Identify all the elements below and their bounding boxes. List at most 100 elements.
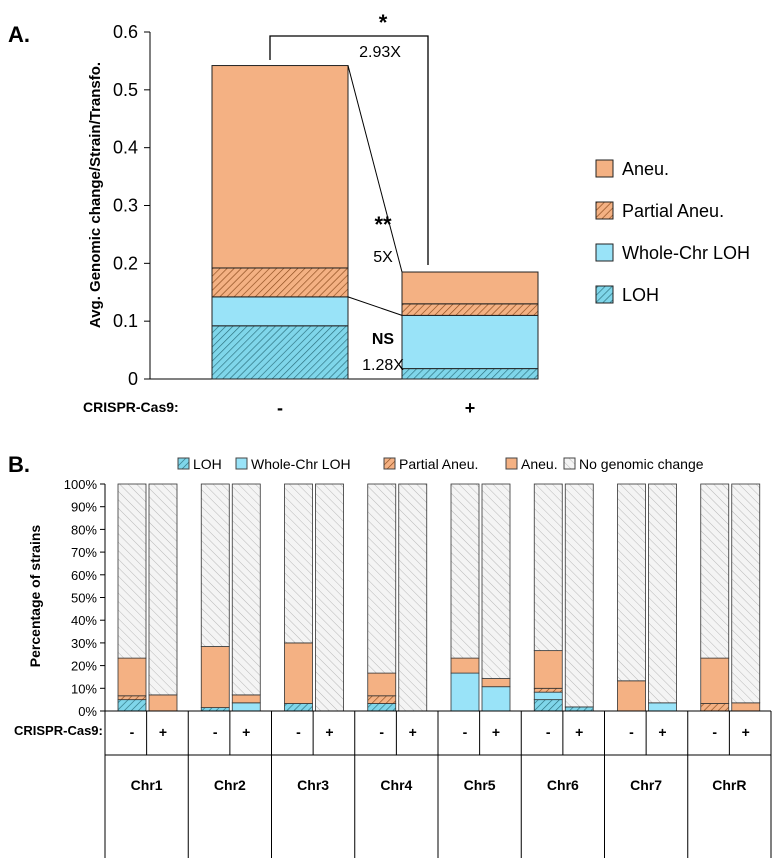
bar-whole-chr-loh-0 bbox=[211, 296, 349, 327]
legend-label-whole-chr-loh: Whole-Chr LOH bbox=[622, 243, 750, 263]
panel-b-label: B. bbox=[8, 452, 30, 477]
panel-b-treatment-label: + bbox=[325, 724, 333, 740]
panel-b-treatment-label: - bbox=[213, 724, 218, 740]
legend-swatch-aneu bbox=[595, 159, 614, 178]
panel-b-y-tick-label: 100% bbox=[64, 477, 98, 492]
bar-whole-chr-loh-chr6-minus bbox=[533, 691, 563, 701]
bar-loh-chr3-minus bbox=[284, 703, 313, 712]
panel-b-group-label-chr3: Chr3 bbox=[297, 777, 329, 793]
bar-no-genomic-change-chrr-minus bbox=[700, 483, 730, 659]
bar-no-genomic-change-chr3-minus bbox=[284, 483, 313, 644]
bar-partial-aneu-chr4-minus bbox=[367, 695, 397, 704]
legend-swatch-loh bbox=[595, 285, 614, 304]
panel-a-y-tick-label: 0.4 bbox=[113, 138, 138, 158]
bar-aneu-chr2-plus bbox=[231, 694, 261, 704]
bar-whole-chr-loh-chr5-plus bbox=[481, 686, 511, 712]
legend-swatch-partial-aneu bbox=[595, 201, 614, 220]
bar-partial-aneu-chr6-minus bbox=[533, 687, 563, 693]
panel-b-group-label-chrr: ChrR bbox=[712, 777, 746, 793]
bar-whole-chr-loh-chr7-plus bbox=[648, 702, 677, 712]
bar-no-genomic-change-chr1-minus bbox=[117, 483, 147, 659]
bar-no-genomic-change-chr5-minus bbox=[450, 483, 480, 659]
bar-no-genomic-change-chr4-minus bbox=[367, 483, 397, 674]
panel-a-x-row-label: CRISPR-Cas9: bbox=[83, 399, 179, 415]
panel-b-y-tick-label: 80% bbox=[71, 522, 97, 537]
panel-b-legend-label-aneu: Aneu. bbox=[521, 456, 558, 472]
panel-b-legend-swatch-partial-aneu bbox=[383, 457, 396, 470]
loh-sig-label: NS bbox=[372, 331, 395, 348]
bar-partial-aneu-chr1-minus bbox=[117, 695, 147, 701]
bar-no-genomic-change-chrr-plus bbox=[731, 483, 761, 704]
panel-a-label: A. bbox=[8, 22, 30, 47]
bar-no-genomic-change-chr3-plus bbox=[315, 483, 344, 712]
panel-b-legend-swatch-no-genomic-change bbox=[563, 457, 576, 470]
panel-b-treatment-label: - bbox=[463, 724, 468, 740]
bar-loh-chr2-minus bbox=[200, 707, 230, 712]
bar-whole-chr-loh-chr2-plus bbox=[231, 702, 261, 712]
panel-a-x-category-label: + bbox=[465, 398, 476, 418]
panel-a-bars bbox=[211, 65, 539, 380]
bar-loh-1 bbox=[401, 368, 539, 380]
legend-label-partial-aneu: Partial Aneu. bbox=[622, 201, 724, 221]
aneu-fold-label: 5X bbox=[373, 249, 393, 266]
panel-b-y-ticks: 0% 10% 20% 30% 40% 50% 60% 70% 80% 90% 100% bbox=[64, 477, 105, 719]
panel-b-treatment-label: - bbox=[629, 724, 634, 740]
panel-b-y-tick-label: 30% bbox=[71, 636, 97, 651]
panel-b-y-tick-label: 90% bbox=[71, 500, 97, 515]
panel-a-ylabel: Avg. Genomic change/Strain/Transfo. bbox=[87, 62, 104, 328]
bar-no-genomic-change-chr7-minus bbox=[617, 483, 646, 682]
bar-no-genomic-change-chr1-plus bbox=[148, 483, 178, 696]
loh-fold-label: 1.28X bbox=[362, 357, 404, 374]
panel-b-legend-swatch-whole-chr-loh bbox=[235, 457, 248, 470]
bar-aneu-chr3-minus bbox=[284, 642, 313, 704]
bar-loh-chr1-minus bbox=[117, 699, 147, 712]
bar-partial-aneu-chrr-minus bbox=[700, 703, 730, 712]
aneu-sig-label: ** bbox=[374, 212, 392, 237]
panel-b-group-label-chr6: Chr6 bbox=[547, 777, 579, 793]
panel-b-treatment-label: - bbox=[296, 724, 301, 740]
panel-b: B. LOH Whole-Chr LOH Partial Aneu. Aneu. No … bbox=[8, 452, 772, 858]
bar-aneu-1 bbox=[401, 271, 539, 305]
panel-b-group-label-chr7: Chr7 bbox=[630, 777, 662, 793]
panel-a-legend: Aneu. Partial Aneu. Whole-Chr LOH LOH bbox=[595, 159, 750, 305]
bar-aneu-0 bbox=[211, 65, 349, 269]
bar-no-genomic-change-chr4-plus bbox=[398, 483, 428, 712]
overall-bracket bbox=[269, 35, 429, 265]
panel-b-bars bbox=[117, 483, 761, 712]
panel-b-treatment-label: + bbox=[742, 724, 750, 740]
bar-whole-chr-loh-chr5-minus bbox=[450, 672, 480, 712]
panel-b-treatment-label: + bbox=[159, 724, 167, 740]
bar-aneu-chr5-minus bbox=[450, 657, 480, 674]
panel-a-y-tick-label: 0.5 bbox=[113, 80, 138, 100]
panel-b-treatment-label: + bbox=[575, 724, 583, 740]
panel-a-y-tick-label: 0.3 bbox=[113, 196, 138, 216]
bar-no-genomic-change-chr2-plus bbox=[231, 483, 261, 696]
panel-b-legend-label-loh: LOH bbox=[193, 456, 222, 472]
bar-whole-chr-loh-1 bbox=[401, 314, 539, 370]
panel-b-y-tick-label: 10% bbox=[71, 681, 97, 696]
panel-b-y-tick-label: 20% bbox=[71, 659, 97, 674]
bar-loh-chr4-minus bbox=[367, 703, 397, 712]
bar-partial-aneu-0 bbox=[211, 267, 349, 298]
connector-line-1 bbox=[347, 65, 403, 273]
panel-b-treatment-label: - bbox=[379, 724, 384, 740]
panel-b-y-tick-label: 60% bbox=[71, 568, 97, 583]
legend-label-aneu: Aneu. bbox=[622, 159, 669, 179]
panel-b-treatment-label: + bbox=[409, 724, 417, 740]
panel-b-category-table: - + Chr1 - + Chr2 - + Chr3 - + Chr4 - + Chr5 - + Chr6 - + Ch… bbox=[104, 710, 772, 858]
panel-b-y-tick-label: 40% bbox=[71, 613, 97, 628]
bar-partial-aneu-1 bbox=[401, 303, 539, 316]
panel-b-treatment-label: - bbox=[712, 724, 717, 740]
connector-line-0 bbox=[347, 296, 403, 316]
bar-no-genomic-change-chr6-plus bbox=[564, 483, 594, 708]
bar-no-genomic-change-chr5-plus bbox=[481, 483, 511, 679]
panel-b-group-label-chr2: Chr2 bbox=[214, 777, 246, 793]
panel-a-connectors bbox=[347, 65, 403, 316]
panel-a-y-tick-label: 0 bbox=[128, 369, 138, 389]
panel-b-treatment-label: - bbox=[130, 724, 135, 740]
panel-b-x-row-label: CRISPR-Cas9: bbox=[14, 723, 103, 738]
bar-aneu-chr5-plus bbox=[481, 678, 511, 688]
bar-aneu-chr1-plus bbox=[148, 694, 178, 712]
bar-aneu-chr4-minus bbox=[367, 672, 397, 697]
